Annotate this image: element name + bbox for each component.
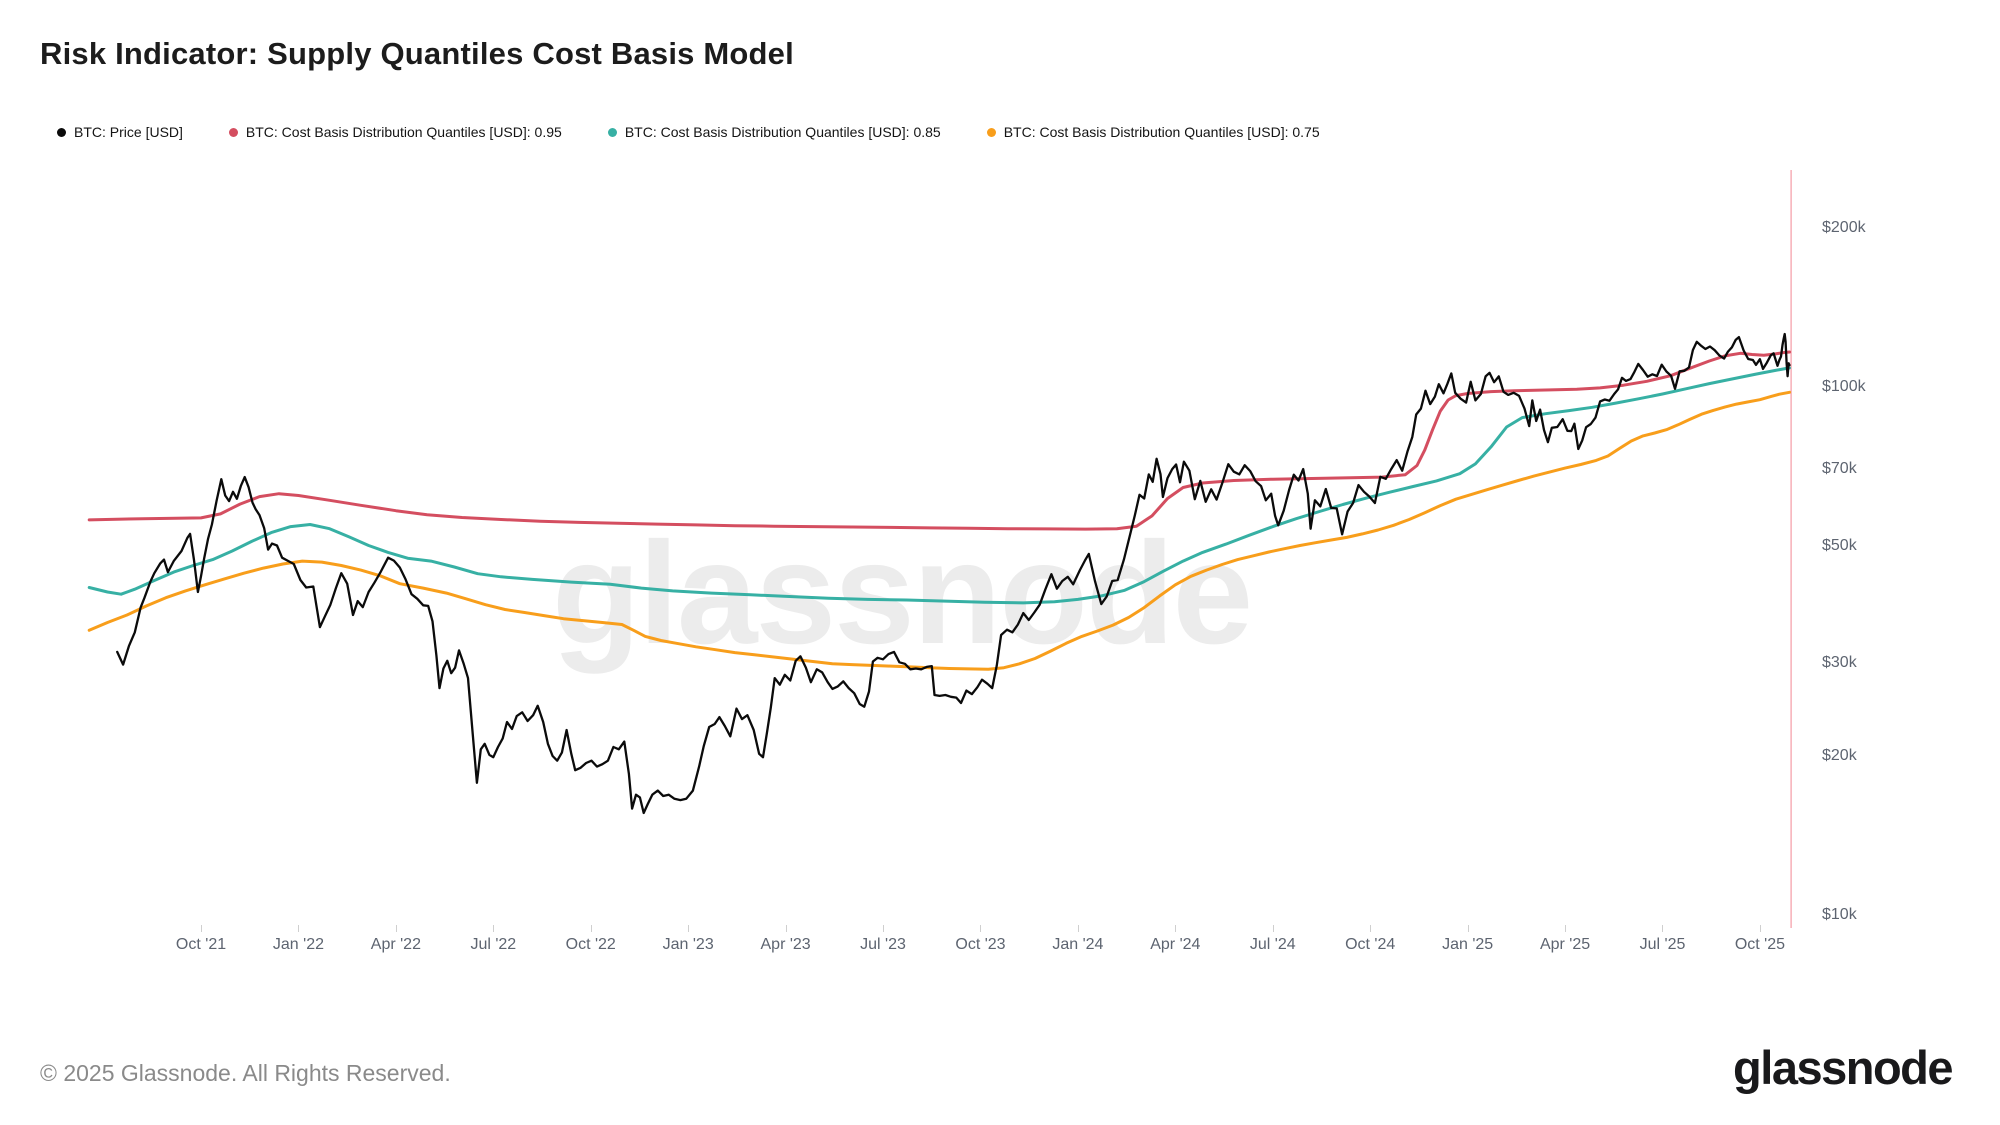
y-axis-label: $30k	[1822, 654, 1857, 672]
x-axis-label: Apr '23	[760, 936, 811, 953]
x-axis-label: Oct '22	[565, 936, 616, 953]
footer-copyright: © 2025 Glassnode. All Rights Reserved.	[40, 1060, 451, 1086]
x-axis-tick-mark	[1370, 925, 1372, 932]
legend-item-btc-price[interactable]: BTC: Price [USD]	[57, 124, 183, 140]
x-axis-tick-mark	[1759, 925, 1761, 932]
legend-dot-icon	[57, 127, 66, 137]
y-axis-label: $70k	[1822, 459, 1857, 477]
series-line	[116, 332, 1791, 815]
glassnode-logo: glassnode	[1733, 1041, 1953, 1094]
series-line	[87, 390, 1791, 671]
x-axis-label: Oct '23	[955, 936, 1006, 953]
legend-dot-icon	[607, 127, 617, 137]
x-axis-label: Jan '24	[1052, 936, 1104, 953]
x-axis-tick-mark	[1565, 925, 1567, 932]
x-axis-tick-mark	[1077, 925, 1079, 932]
x-axis-tick-mark	[1467, 925, 1469, 932]
x-axis-label: Apr '25	[1539, 936, 1591, 953]
legend-dot-icon	[228, 127, 238, 137]
legend-item-label: BTC: Price [USD]	[74, 124, 183, 140]
x-axis-tick-mark	[1175, 925, 1177, 932]
x-axis-label: Oct '25	[1734, 936, 1786, 953]
x-axis-label: Jul '24	[1249, 936, 1296, 953]
y-axis-label: $100k	[1822, 377, 1866, 395]
x-axis-label: Jul '22	[470, 936, 517, 953]
x-axis-tick-mark	[785, 925, 787, 932]
legend-item-label: BTC: Cost Basis Distribution Quantiles […	[245, 124, 562, 140]
y-axis-label: $200k	[1822, 219, 1866, 237]
y-axis-label: $20k	[1822, 747, 1857, 765]
x-axis-tick-mark	[980, 925, 982, 932]
chart-legend: BTC: Price [USD] BTC: Cost Basis Distrib…	[57, 124, 1320, 140]
x-axis-label: Jan '23	[662, 936, 714, 953]
x-axis-tick-mark	[298, 925, 300, 932]
legend-item-quantile-085[interactable]: BTC: Cost Basis Distribution Quantiles […	[607, 124, 941, 140]
legend-dot-icon	[986, 127, 996, 137]
x-axis-label: Jul '25	[1639, 936, 1686, 953]
x-axis-tick-mark	[590, 925, 592, 932]
x-axis-label: Oct '21	[175, 936, 227, 953]
x-axis-tick-mark	[493, 925, 495, 932]
y-axis-label: $50k	[1822, 536, 1857, 554]
x-axis-label: Oct '24	[1345, 936, 1396, 953]
x-axis-tick-mark	[395, 925, 397, 932]
x-axis-label: Jan '22	[272, 936, 324, 953]
x-axis-label: Jan '25	[1442, 936, 1494, 953]
legend-item-label: BTC: Cost Basis Distribution Quantiles […	[624, 124, 941, 140]
x-axis-tick-mark	[201, 925, 203, 932]
chart-title: Risk Indicator: Supply Quantiles Cost Ba…	[40, 36, 794, 71]
series-line	[87, 350, 1791, 531]
x-axis-tick-mark	[688, 925, 690, 932]
x-axis-label: Apr '22	[370, 936, 421, 953]
legend-item-label: BTC: Cost Basis Distribution Quantiles […	[1003, 124, 1320, 140]
x-axis-label: Jul '23	[860, 936, 906, 953]
x-axis-label: Apr '24	[1150, 936, 1201, 953]
legend-item-quantile-075[interactable]: BTC: Cost Basis Distribution Quantiles […	[986, 124, 1320, 140]
x-axis-tick-mark	[1662, 925, 1664, 932]
x-axis-tick-mark	[1272, 925, 1274, 932]
legend-item-quantile-095[interactable]: BTC: Cost Basis Distribution Quantiles […	[228, 124, 562, 140]
y-axis-label: $10k	[1822, 905, 1857, 923]
x-axis-tick-mark	[883, 925, 885, 932]
